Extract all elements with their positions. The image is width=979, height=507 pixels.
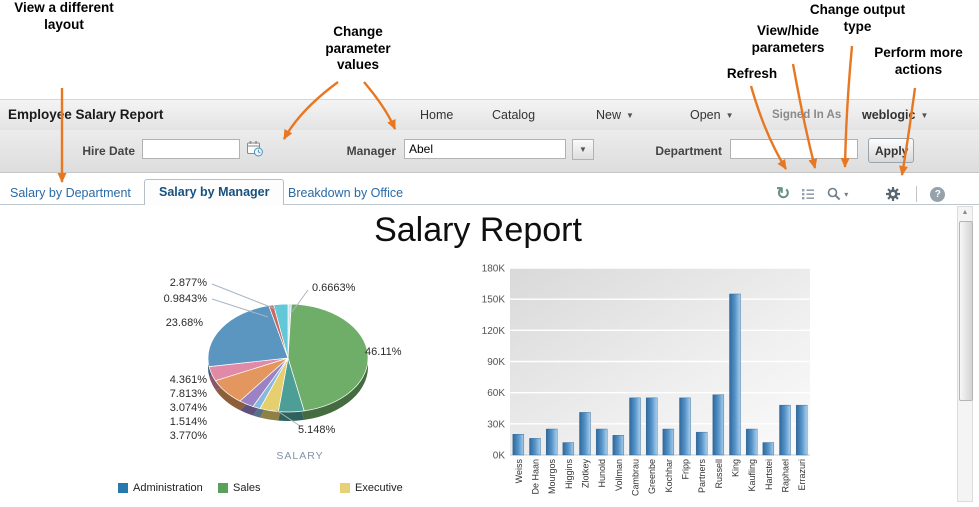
pie-slice-label: 5.148%	[298, 424, 336, 436]
chevron-down-icon: ▼	[725, 111, 734, 120]
svg-text:Hartstei: Hartstei	[764, 459, 774, 490]
svg-text:0K: 0K	[493, 451, 506, 462]
svg-text:Errazuri: Errazuri	[797, 459, 807, 491]
apply-button[interactable]: Apply	[868, 138, 914, 163]
manager-input[interactable]	[404, 139, 566, 159]
menu-item-open[interactable]: Open ▼	[690, 108, 734, 122]
pie-slice-label: 7.813%	[169, 388, 207, 400]
pie-chart: 2.877% 0.9843% 23.68% 0.6663% 46.11% 4.3…	[150, 262, 480, 474]
bar-plot: 0K 30K 60K 90K 120K 150K 180K Weiss De Haan Mourg…	[482, 264, 810, 496]
legend-label: Sales	[233, 482, 261, 494]
actions-gear-icon[interactable]	[885, 186, 901, 202]
pie-slice-label: 4.361%	[169, 374, 207, 386]
annotation-view-hide-parameters: View/hide parameters	[751, 23, 825, 55]
svg-text:Hunold: Hunold	[597, 459, 607, 488]
svg-text:90K: 90K	[487, 357, 505, 368]
header-bar: Employee Salary Report Home Catalog New ▼…	[0, 99, 979, 131]
legend-item: Administration	[118, 482, 203, 494]
parameter-bar: Hire Date Manager ▼ Department Apply	[0, 130, 979, 173]
parameters-icon[interactable]	[801, 187, 815, 201]
menu-item-new[interactable]: New ▼	[596, 108, 634, 122]
annotation-refresh: Refresh	[726, 66, 778, 81]
pie-chart-svg	[207, 283, 369, 427]
svg-text:Higgins: Higgins	[564, 459, 574, 490]
legend-swatch-sales	[218, 483, 228, 493]
svg-text:Kochhar: Kochhar	[664, 459, 674, 493]
tab-salary-by-manager[interactable]: Salary by Manager	[144, 179, 285, 205]
chevron-down-icon: ▼	[920, 111, 929, 120]
svg-text:Russell: Russell	[714, 459, 724, 489]
annotation-perform-more-actions: Perform more actions	[874, 45, 963, 77]
refresh-icon[interactable]: ↻	[776, 184, 791, 203]
manager-dropdown-button[interactable]: ▼	[572, 139, 594, 160]
pie-axis-title: SALARY	[276, 450, 324, 462]
svg-text:Fripp: Fripp	[681, 459, 691, 480]
svg-text:120K: 120K	[482, 326, 506, 337]
bar-chart-svg: 0K 30K 60K 90K 120K 150K 180K Weiss De Haan Mourg…	[482, 264, 810, 496]
chart-legend: Administration Sales Executive	[118, 482, 518, 498]
svg-text:60K: 60K	[487, 388, 505, 399]
tab-salary-by-department[interactable]: Salary by Department	[10, 186, 131, 200]
legend-label: Administration	[133, 482, 203, 494]
svg-text:150K: 150K	[482, 295, 506, 306]
bar-chart: 0K 30K 60K 90K 120K 150K 180K Weiss De Haan Mourg…	[468, 256, 820, 502]
page-title: Employee Salary Report	[8, 107, 164, 122]
manager-label: Manager	[346, 144, 396, 158]
pie-slices	[207, 303, 369, 422]
report-toolbar: ↻ ▾	[776, 184, 946, 203]
annotation-change-output-type: Change output type	[809, 2, 906, 34]
tab-divider-line	[0, 204, 979, 205]
chevron-down-icon: ▾	[844, 189, 849, 199]
help-icon[interactable]: ?	[930, 186, 946, 202]
hire-date-input[interactable]	[142, 139, 240, 159]
tab-breakdown-by-office[interactable]: Breakdown by Office	[288, 186, 404, 200]
legend-label: Executive	[355, 482, 403, 494]
pie-slice-label: 46.11%	[365, 346, 402, 358]
legend-swatch-administration	[118, 483, 128, 493]
pie-slice-label: 1.514%	[169, 416, 207, 428]
chevron-down-icon: ▼	[626, 111, 634, 120]
toolbar-separator	[916, 186, 918, 202]
menu-item-home[interactable]: Home	[420, 108, 454, 122]
pie-slice-label: 2.877%	[169, 277, 207, 289]
legend-item: Sales	[218, 482, 261, 494]
calendar-icon[interactable]	[246, 140, 264, 158]
annotation-view-layout: View a different layout	[14, 0, 114, 32]
svg-text:King: King	[731, 459, 741, 477]
pie-slice-label: 3.770%	[169, 430, 207, 442]
hire-date-label: Hire Date	[82, 144, 135, 158]
signed-in-as-label: Signed In As	[772, 109, 842, 121]
menu-item-catalog[interactable]: Catalog	[492, 108, 536, 122]
svg-text:De Haan: De Haan	[531, 459, 541, 495]
report-title: Salary Report	[374, 211, 582, 249]
output-type-icon[interactable]: ▾	[826, 186, 848, 202]
svg-text:Partners: Partners	[697, 459, 707, 494]
pie-slice-label: 23.68%	[165, 317, 203, 329]
svg-text:30K: 30K	[487, 419, 505, 430]
svg-text:Vollman: Vollman	[614, 459, 624, 491]
annotation-change-parameter-values: Change parameter values	[325, 24, 391, 72]
legend-item: Executive	[340, 482, 403, 494]
pie-slice-label: 0.9843%	[163, 293, 207, 305]
chevron-down-icon: ▼	[579, 145, 587, 154]
scroll-up-arrow-icon[interactable]: ▲	[961, 209, 969, 216]
department-input[interactable]	[730, 139, 858, 159]
pie-slice-label: 3.074%	[169, 402, 207, 414]
svg-text:Mourgos: Mourgos	[547, 459, 557, 495]
user-menu[interactable]: weblogic ▼	[862, 108, 929, 122]
vertical-scrollbar[interactable]: ▲	[957, 206, 973, 502]
svg-text:Weiss: Weiss	[514, 459, 524, 484]
svg-text:Raphael: Raphael	[781, 459, 791, 493]
svg-text:Cambrau: Cambrau	[631, 459, 641, 496]
pie-leader-lines	[211, 283, 309, 427]
scrollbar-thumb[interactable]	[959, 221, 973, 401]
department-label: Department	[655, 144, 722, 158]
svg-text:Greenbe: Greenbe	[647, 459, 657, 494]
svg-text:Kaufling: Kaufling	[747, 459, 757, 492]
svg-text:Zlotkey: Zlotkey	[581, 459, 591, 489]
legend-swatch-executive	[340, 483, 350, 493]
pie-slice-label: 0.6663%	[312, 282, 356, 294]
svg-text:180K: 180K	[482, 264, 506, 275]
